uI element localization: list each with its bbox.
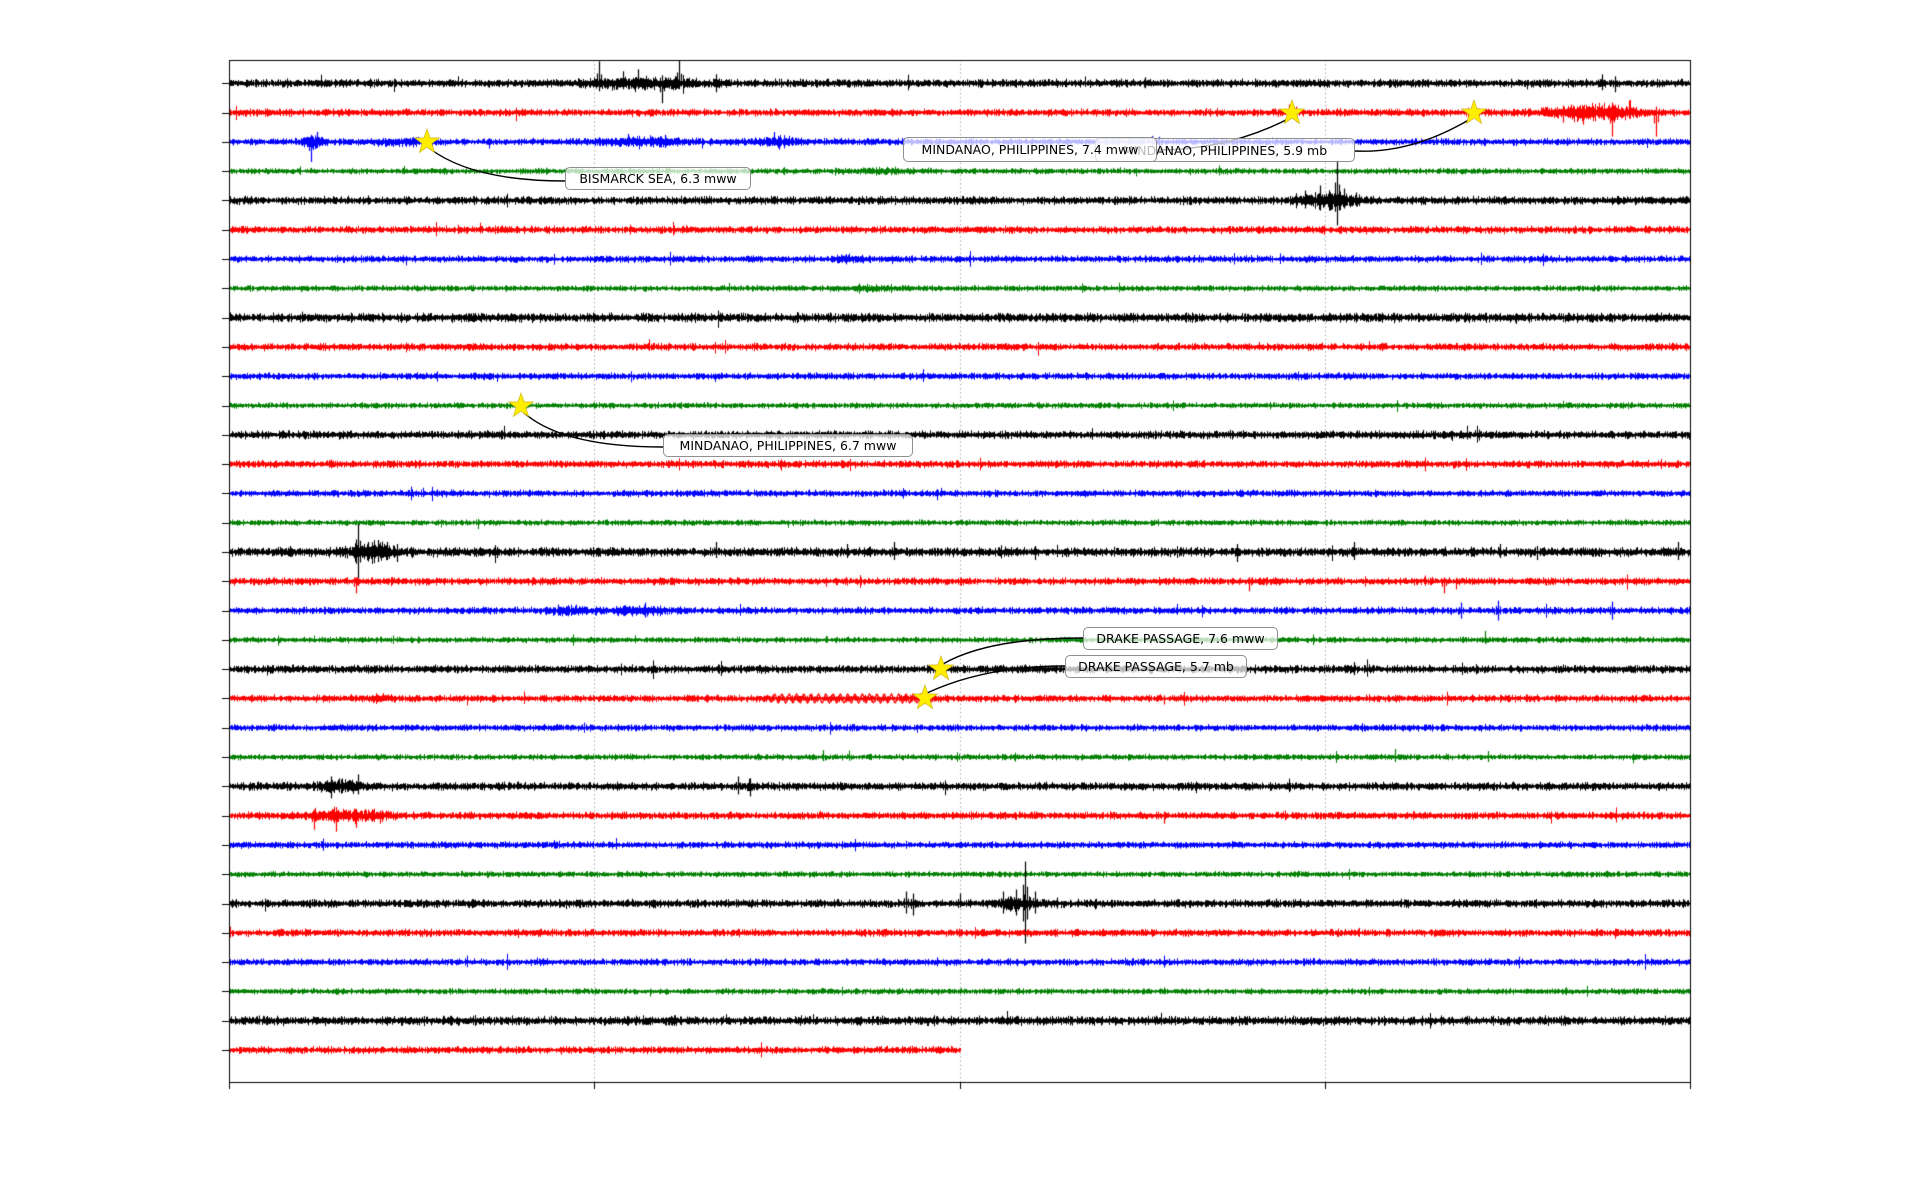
event-annotation: BISMARCK SEA, 6.3 mww [565,167,751,190]
event-annotation: DRAKE PASSAGE, 7.6 mww [1083,627,1278,650]
event-annotation: DRAKE PASSAGE, 5.7 mb [1065,655,1247,678]
event-annotation: MINDANAO, PHILIPPINES, 7.4 mww [903,137,1157,162]
event-annotation: MINDANAO, PHILIPPINES, 6.7 mww [663,434,913,457]
